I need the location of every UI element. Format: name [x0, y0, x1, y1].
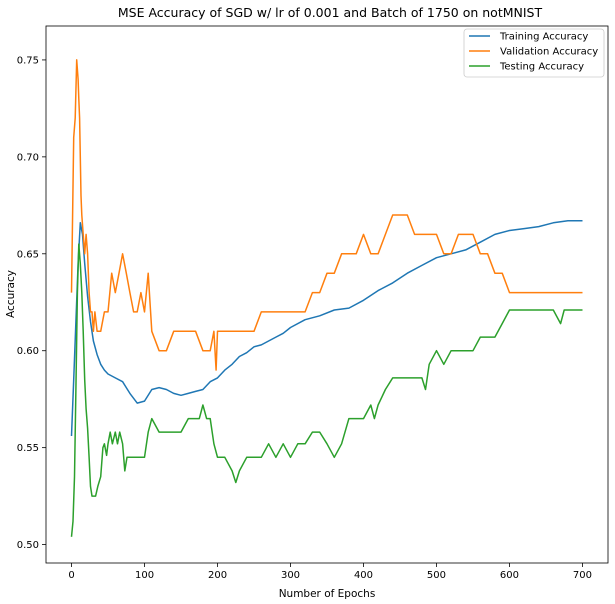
- x-axis: 0 100 200 300 400 500 600 700: [68, 563, 592, 581]
- x-tick-label: 600: [500, 570, 519, 581]
- y-tick-label: 0.60: [17, 346, 39, 357]
- series-line-testing-accuracy: [70, 243, 583, 537]
- x-tick-label: 700: [573, 570, 592, 581]
- y-tick-label: 0.55: [17, 443, 39, 454]
- y-axis: 0.50 0.55 0.60 0.65 0.70 0.75: [17, 55, 46, 551]
- y-tick-label: 0.70: [17, 152, 39, 163]
- x-tick-label: 400: [354, 570, 373, 581]
- x-tick-label: 200: [208, 570, 227, 581]
- y-tick-label: 0.65: [17, 249, 39, 260]
- legend-box: [463, 28, 605, 78]
- chart-title: MSE Accuracy of SGD w/ lr of 0.001 and B…: [118, 5, 543, 20]
- legend-label-testing-accuracy: Testing Accuracy: [499, 62, 584, 73]
- y-tick-label: 0.50: [17, 540, 39, 551]
- x-tick-label: 0: [68, 570, 74, 581]
- legend-label-training-accuracy: Training Accuracy: [499, 32, 588, 43]
- x-tick-label: 100: [135, 570, 154, 581]
- legend: Training Accuracy Validation Accuracy Test…: [463, 28, 605, 78]
- legend-label-validation-accuracy: Validation Accuracy: [500, 47, 598, 58]
- y-tick-label: 0.75: [17, 55, 39, 66]
- plot-area: [70, 59, 583, 537]
- x-axis-label: Number of Epochs: [279, 588, 376, 600]
- y-axis-label: Accuracy: [5, 270, 17, 318]
- x-tick-label: 500: [427, 570, 446, 581]
- series-line-validation-accuracy: [70, 59, 583, 371]
- plot-frame: [45, 25, 609, 564]
- series-line-training-accuracy: [70, 220, 583, 437]
- x-tick-label: 300: [281, 570, 300, 581]
